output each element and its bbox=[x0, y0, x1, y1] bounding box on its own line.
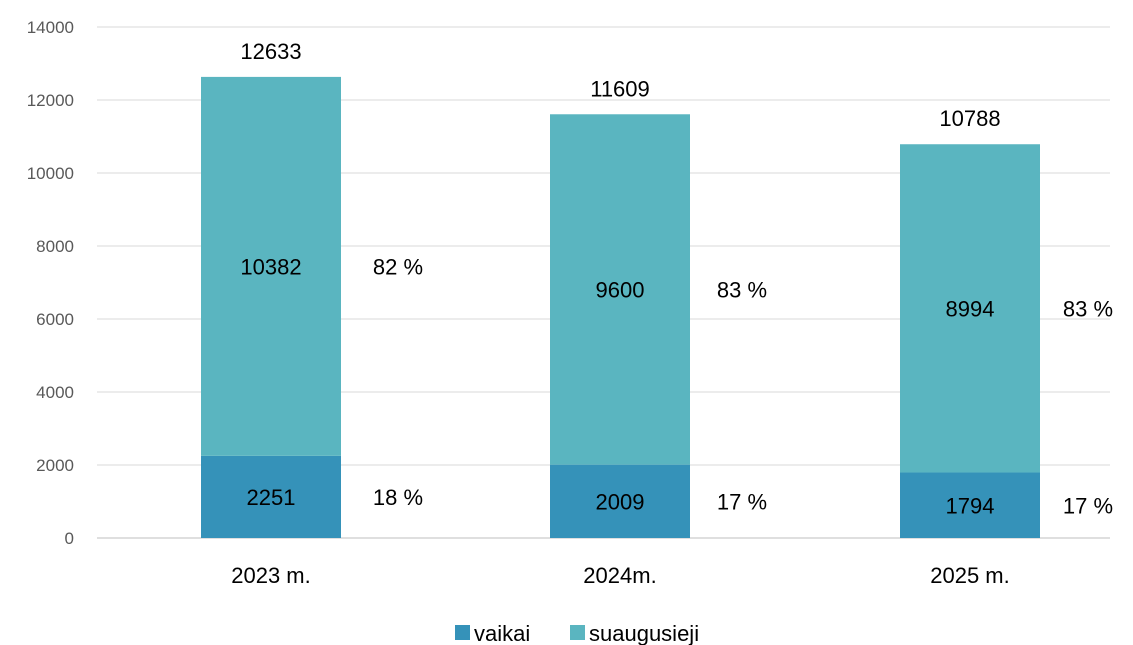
legend-swatch bbox=[455, 625, 470, 640]
y-tick-label: 6000 bbox=[36, 310, 74, 329]
x-tick-label: 2024m. bbox=[583, 563, 656, 588]
x-tick-label: 2023 m. bbox=[231, 563, 311, 588]
y-axis-ticks: 0 2000 4000 6000 8000 10000 12000 14000 bbox=[27, 18, 74, 548]
bar-suaugusieji bbox=[550, 114, 690, 465]
y-tick-label: 0 bbox=[65, 529, 74, 548]
percent-label: 17 % bbox=[1063, 493, 1113, 518]
legend-swatch bbox=[570, 625, 585, 640]
y-tick-label: 14000 bbox=[27, 18, 74, 37]
total-label: 10788 bbox=[939, 106, 1000, 131]
bar-vaikai bbox=[900, 472, 1040, 538]
value-label: 2009 bbox=[596, 489, 645, 514]
value-label: 2251 bbox=[247, 485, 296, 510]
value-label: 10382 bbox=[240, 254, 301, 279]
data-labels: 2251 18 % 10382 82 % 12633 2009 17 % 9600 83 % 11… bbox=[240, 39, 1113, 518]
y-tick-label: 4000 bbox=[36, 383, 74, 402]
x-axis-ticks: 2023 m. 2024m. 2025 m. bbox=[231, 563, 1010, 588]
percent-label: 83 % bbox=[717, 277, 767, 302]
bar-suaugusieji bbox=[900, 144, 1040, 473]
value-label: 8994 bbox=[946, 296, 995, 321]
total-label: 12633 bbox=[240, 39, 301, 64]
percent-label: 82 % bbox=[373, 254, 423, 279]
legend-label: vaikai bbox=[474, 621, 530, 645]
y-tick-label: 10000 bbox=[27, 164, 74, 183]
value-label: 1794 bbox=[946, 493, 995, 518]
total-label: 11609 bbox=[590, 76, 650, 101]
bars bbox=[201, 76, 1040, 538]
bar-vaikai bbox=[201, 455, 341, 538]
y-tick-label: 2000 bbox=[36, 456, 74, 475]
bar-suaugusieji bbox=[201, 76, 341, 456]
x-tick-label: 2025 m. bbox=[930, 563, 1010, 588]
percent-label: 83 % bbox=[1063, 296, 1113, 321]
legend-label: suaugusieji bbox=[589, 621, 699, 645]
bar-vaikai bbox=[550, 464, 690, 538]
percent-label: 18 % bbox=[373, 485, 423, 510]
y-tick-label: 12000 bbox=[27, 91, 74, 110]
y-tick-label: 8000 bbox=[36, 237, 74, 256]
legend: vaikai suaugusieji bbox=[455, 621, 699, 645]
percent-label: 17 % bbox=[717, 489, 767, 514]
value-label: 9600 bbox=[596, 277, 645, 302]
